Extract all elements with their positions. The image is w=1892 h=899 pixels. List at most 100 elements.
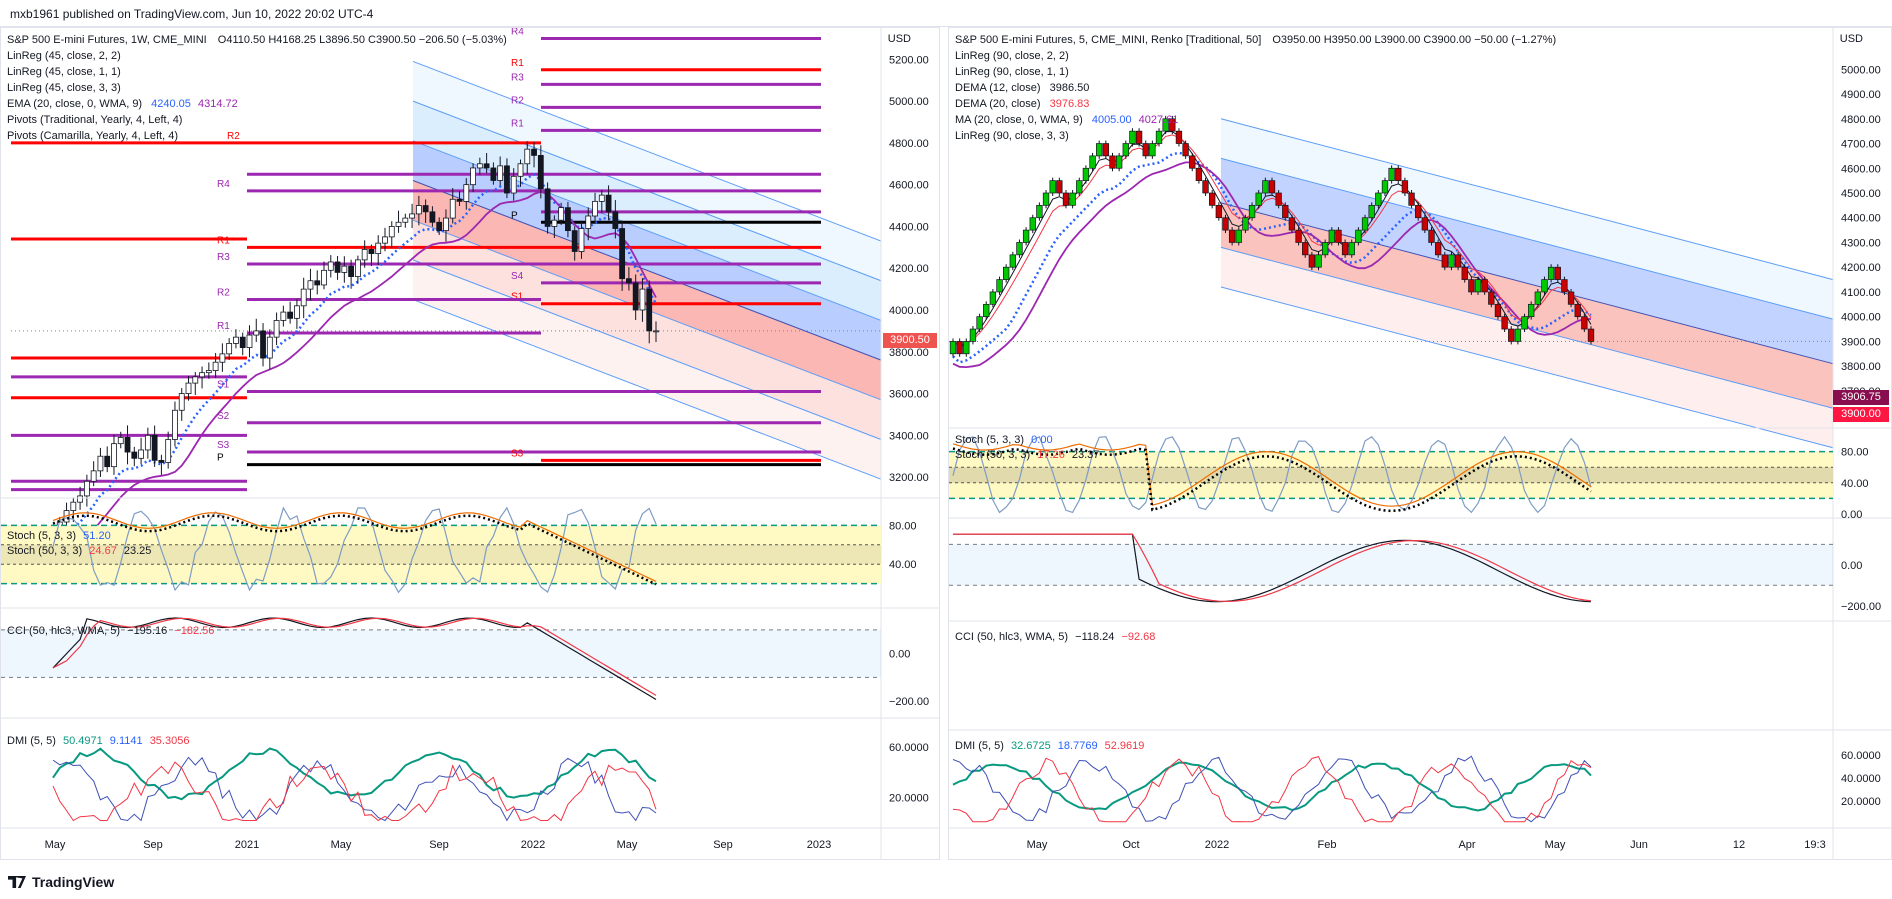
dmi-plus-line <box>52 756 657 822</box>
left-title[interactable]: S&P 500 E-mini Futures, 1W, CME_MINI <box>7 34 207 46</box>
stoch-label: Stoch (5, 3, 3) <box>7 530 77 542</box>
renko-brick <box>1062 192 1070 206</box>
candle-body <box>104 455 111 468</box>
tradingview-brand: TradingView <box>32 874 115 890</box>
candle-body <box>646 288 653 332</box>
renko-brick <box>1521 316 1528 330</box>
right-indicator-3[interactable]: DEMA (20, close) 3976.83 <box>955 96 1556 112</box>
left-indicator-3[interactable]: EMA (20, close, 0, WMA, 9) 4240.05 4314.… <box>7 96 507 112</box>
renko-brick <box>1102 143 1110 157</box>
stoch-label: Stoch (5, 3, 3) <box>955 434 1025 446</box>
cci-tick-label: 0.00 <box>1841 560 1862 572</box>
renko-brick <box>1255 192 1262 206</box>
candle-body <box>294 305 300 319</box>
candle-body <box>97 455 104 472</box>
renko-brick <box>1248 205 1256 219</box>
right-chart-panel[interactable]: 5000.00 4900.00 4800.00 4700.00 4600.00 4500.… <box>948 27 1892 860</box>
renko-brick <box>1468 279 1475 293</box>
renko-brick <box>1169 118 1176 132</box>
candle-body <box>165 439 172 463</box>
renko-brick <box>1042 192 1050 206</box>
left-chart-panel[interactable]: R4 R1 R3 R2 R1 R2 R4 P R1 R3 S4 S1 R2 R1 S1 S2 S3 S3 P 5200… <box>0 27 940 860</box>
renko-brick <box>1162 118 1169 132</box>
dmi-minus-line <box>52 761 657 822</box>
left-currency: USD <box>887 33 911 45</box>
dmi-plus-value: 18.7769 <box>1057 740 1098 752</box>
left-cci-legend[interactable]: CCI (50, hlc3, WMA, 5) −195.16 −182.56 <box>7 625 214 637</box>
left-indicator-0[interactable]: LinReg (45, close, 2, 2) <box>7 48 507 64</box>
cci-band <box>949 544 1833 586</box>
renko-brick <box>1002 266 1010 280</box>
left-stoch2-legend[interactable]: Stoch (50, 3, 3) 24.67 23.25 <box>7 545 151 557</box>
right-stoch2-legend[interactable]: Stoch (50, 3, 3) 17.26 23.37 <box>955 449 1099 461</box>
right-indicator-5[interactable]: LinReg (90, close, 3, 3) <box>955 128 1556 144</box>
channel-band-inner-lower <box>1221 202 1833 409</box>
ema-wma-value: 4314.72 <box>197 98 238 110</box>
candle-body <box>124 437 131 453</box>
left-indicator-label: LinReg (45, close, 2, 2) <box>7 50 121 62</box>
right-title-row: S&P 500 E-mini Futures, 5, CME_MINI, Ren… <box>955 32 1556 48</box>
candle-body <box>517 163 524 177</box>
renko-brick <box>1361 217 1369 231</box>
left-dmi-legend[interactable]: DMI (5, 5) 50.4971 9.1141 35.3056 <box>7 735 189 747</box>
cci-tick-label: −200.00 <box>1841 601 1881 613</box>
right-indicator-2[interactable]: DEMA (12, close) 3986.50 <box>955 80 1556 96</box>
stoch-value: 0.00 <box>1031 434 1053 446</box>
renko-brick <box>1096 143 1103 157</box>
renko-brick <box>1375 192 1382 206</box>
right-indicator-label: LinReg (90, close, 2, 2) <box>955 50 1069 62</box>
ema-value: 4240.05 <box>151 98 191 110</box>
left-indicator-5[interactable]: Pivots (Camarilla, Yearly, 4, Left, 4) <box>7 128 507 144</box>
renko-brick <box>1554 266 1561 280</box>
right-indicator-1[interactable]: LinReg (90, close, 1, 1) <box>955 64 1556 80</box>
price-tick-label: 4300.00 <box>1841 237 1881 249</box>
stoch-tick-label: 0.00 <box>1841 509 1862 521</box>
candle-body <box>463 184 470 202</box>
time-axis-label: Sep <box>713 839 733 851</box>
price-tick-label: 4000.00 <box>1841 312 1881 324</box>
publisher-text: mxb1961 published on TradingView.com, Ju… <box>10 7 374 21</box>
dmi-label: DMI (5, 5) <box>955 740 1004 752</box>
candle-body <box>287 311 294 319</box>
price-tick-label: 4600.00 <box>889 180 929 192</box>
right-cci-legend[interactable]: CCI (50, hlc3, WMA, 5) −118.24 −92.68 <box>955 631 1155 643</box>
candle-body <box>422 205 429 213</box>
left-chart-svg[interactable]: R4 R1 R3 R2 R1 R2 R4 P R1 R3 S4 S1 R2 R1 S1 S2 S3 S3 P 5200… <box>1 28 940 860</box>
candle-body <box>334 261 341 273</box>
left-indicator-1[interactable]: LinReg (45, close, 1, 1) <box>7 64 507 80</box>
right-indicator-0[interactable]: LinReg (90, close, 2, 2) <box>955 48 1556 64</box>
time-axis-label: Oct <box>1122 839 1139 851</box>
right-indicator-4[interactable]: MA (20, close, 0, WMA, 9) 4005.00 4027.6… <box>955 112 1556 128</box>
right-dmi-legend[interactable]: DMI (5, 5) 32.6725 18.7769 52.9619 <box>955 740 1144 752</box>
renko-brick <box>1315 254 1322 268</box>
renko-brick <box>1368 205 1375 219</box>
dema12-value: 3986.50 <box>1049 82 1090 94</box>
channel-line <box>1220 286 1834 449</box>
right-chart-svg[interactable]: 5000.00 4900.00 4800.00 4700.00 4600.00 4500.… <box>949 28 1892 860</box>
right-title[interactable]: S&P 500 E-mini Futures, 5, CME_MINI, Ren… <box>955 34 1262 46</box>
renko-brick <box>1036 205 1043 219</box>
renko-brick <box>956 341 963 355</box>
candle-body <box>83 480 90 497</box>
right-indicator-label: LinReg (90, close, 3, 3) <box>955 130 1069 142</box>
time-axis-label: 2022 <box>521 839 545 851</box>
publish-header: mxb1961 published on TradingView.com, Ju… <box>0 0 1892 27</box>
tradingview-logo[interactable]: TradingView <box>8 874 114 890</box>
renko-brick <box>1501 316 1508 330</box>
candle-body <box>632 282 639 311</box>
pivot-level-label: S1 <box>217 379 230 390</box>
price-tick-label: 5000.00 <box>889 96 929 108</box>
candle-body <box>470 167 476 186</box>
left-indicator-2[interactable]: LinReg (45, close, 3, 3) <box>7 80 507 96</box>
pivot-level-label: S1 <box>511 292 524 303</box>
pivot-level-label: S3 <box>511 448 524 459</box>
left-indicator-4[interactable]: Pivots (Traditional, Yearly, 4, Left, 4) <box>7 112 507 128</box>
renko-brick <box>1129 130 1136 144</box>
stoch2-value-k: 17.26 <box>1037 449 1065 461</box>
candle-body <box>449 198 456 219</box>
left-stoch-legend[interactable]: Stoch (5, 3, 3) 51.20 <box>7 530 111 542</box>
right-indicator-label: LinReg (90, close, 1, 1) <box>955 66 1069 78</box>
right-stoch-legend[interactable]: Stoch (5, 3, 3) 0.00 <box>955 434 1053 446</box>
stoch-tick-label: 40.00 <box>1841 478 1869 490</box>
renko-brick <box>1195 167 1203 181</box>
